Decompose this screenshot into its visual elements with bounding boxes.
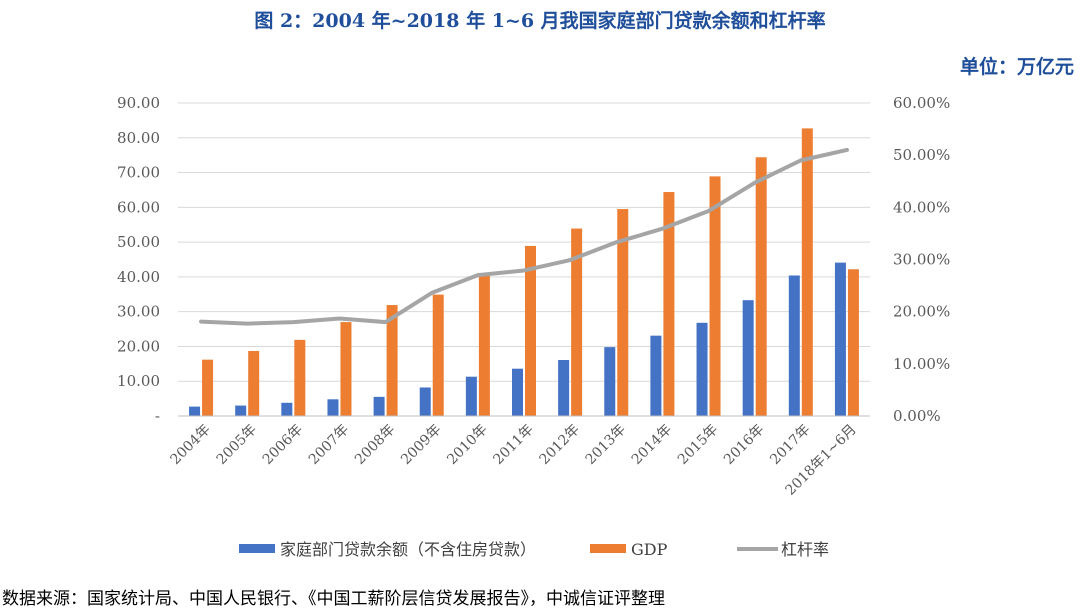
right-tick-label: 10.00% [893, 355, 950, 373]
x-tick-label: 2008年 [352, 422, 398, 468]
left-tick-label: 30.00 [117, 303, 160, 321]
bar-gdp [801, 128, 813, 417]
bars [189, 128, 859, 417]
x-tick-label: 2013年 [583, 422, 629, 468]
bar-gdp [386, 305, 398, 416]
right-tick-label: 60.00% [893, 94, 950, 112]
bar-gdp [248, 350, 260, 416]
bar-gdp [340, 322, 352, 416]
left-tick-label: 90.00 [117, 94, 160, 112]
legend-swatch-gdp [590, 544, 626, 553]
left-tick-label: 40.00 [117, 268, 160, 286]
source-note: 数据来源：国家统计局、中国人民银行、《中国工薪阶层信贷发展报告》，中诚信证评整理 [2, 589, 665, 609]
right-tick-label: 50.00% [893, 146, 950, 164]
legend-label-household-loans: 家庭部门贷款余额（不含住房贷款） [280, 540, 536, 559]
bar-gdp [847, 269, 859, 416]
bar-gdp [617, 209, 629, 416]
legend: 家庭部门贷款余额（不含住房贷款） GDP 杠杆率 [239, 540, 829, 559]
bar-household-loans [788, 275, 800, 416]
legend-label-leverage: 杠杆率 [781, 540, 829, 559]
bar-gdp [571, 228, 583, 416]
left-axis: - 10.00 20.00 30.00 40.00 50.00 60.00 70.00 80.0… [117, 94, 160, 425]
right-tick-label: 30.00% [893, 251, 950, 269]
bar-gdp [202, 359, 214, 416]
bar-gdp [709, 176, 721, 416]
bar-household-loans [604, 347, 616, 416]
bar-household-loans [327, 399, 339, 416]
left-tick-label: 20.00 [117, 337, 160, 355]
bar-gdp [663, 192, 675, 416]
legend-label-gdp: GDP [631, 540, 668, 559]
x-tick-label: 2012年 [537, 422, 583, 468]
x-tick-label: 2007年 [306, 422, 352, 468]
bar-household-loans [512, 368, 523, 416]
bar-household-loans [373, 396, 385, 416]
x-tick-label: 2004年 [167, 422, 213, 468]
x-tick-label: 2010年 [444, 422, 490, 468]
bar-gdp [525, 245, 536, 416]
legend-swatch-household-loans [239, 544, 275, 553]
bar-household-loans [281, 402, 293, 416]
unit-label: 单位：万亿元 [959, 56, 1074, 78]
right-tick-label: 40.00% [893, 198, 950, 216]
x-tick-label: 2015年 [675, 422, 721, 468]
x-tick-label: 2017年 [767, 422, 813, 468]
bar-household-loans [650, 335, 662, 416]
x-tick-label: 2005年 [214, 422, 260, 468]
x-tick-label: 2006年 [260, 422, 306, 468]
x-tick-label: 2009年 [398, 422, 444, 468]
x-axis: 2004年 2005年 2006年 2007年 2008年 2009年 2010年 2011年… [167, 415, 870, 499]
x-tick-label: 2014年 [629, 422, 675, 468]
bar-household-loans [558, 360, 570, 416]
left-tick-label: 60.00 [117, 198, 160, 216]
right-axis: 0.00% 10.00% 20.00% 30.00% 40.00% 50.00% 60.00… [893, 94, 950, 425]
left-tick-label: 50.00 [117, 233, 160, 251]
right-tick-label: 0.00% [893, 407, 941, 425]
left-tick-label: 10.00 [117, 372, 160, 390]
leverage-line [199, 147, 849, 326]
left-tick-label: - [155, 407, 160, 425]
left-tick-label: 70.00 [117, 164, 160, 182]
bar-household-loans [834, 262, 846, 416]
gridlines [178, 102, 870, 417]
leverage-line-path [199, 147, 849, 326]
x-tick-label: 2016年 [721, 422, 767, 468]
left-tick-label: 80.00 [117, 129, 160, 147]
bar-gdp [294, 339, 306, 416]
bar-household-loans [742, 300, 754, 416]
chart-title: 图 2：2004 年~2018 年 1~6 月我国家庭部门贷款余额和杠杆率 [254, 10, 826, 32]
bar-gdp [755, 157, 767, 416]
bar-gdp [478, 273, 490, 416]
x-tick-label: 2011年 [490, 422, 536, 468]
bar-household-loans [696, 322, 708, 416]
bar-household-loans [465, 376, 477, 416]
right-tick-label: 20.00% [893, 303, 950, 321]
bar-gdp [432, 294, 444, 416]
bar-household-loans [235, 405, 247, 416]
bar-household-loans [189, 406, 201, 416]
bar-household-loans [419, 387, 431, 416]
